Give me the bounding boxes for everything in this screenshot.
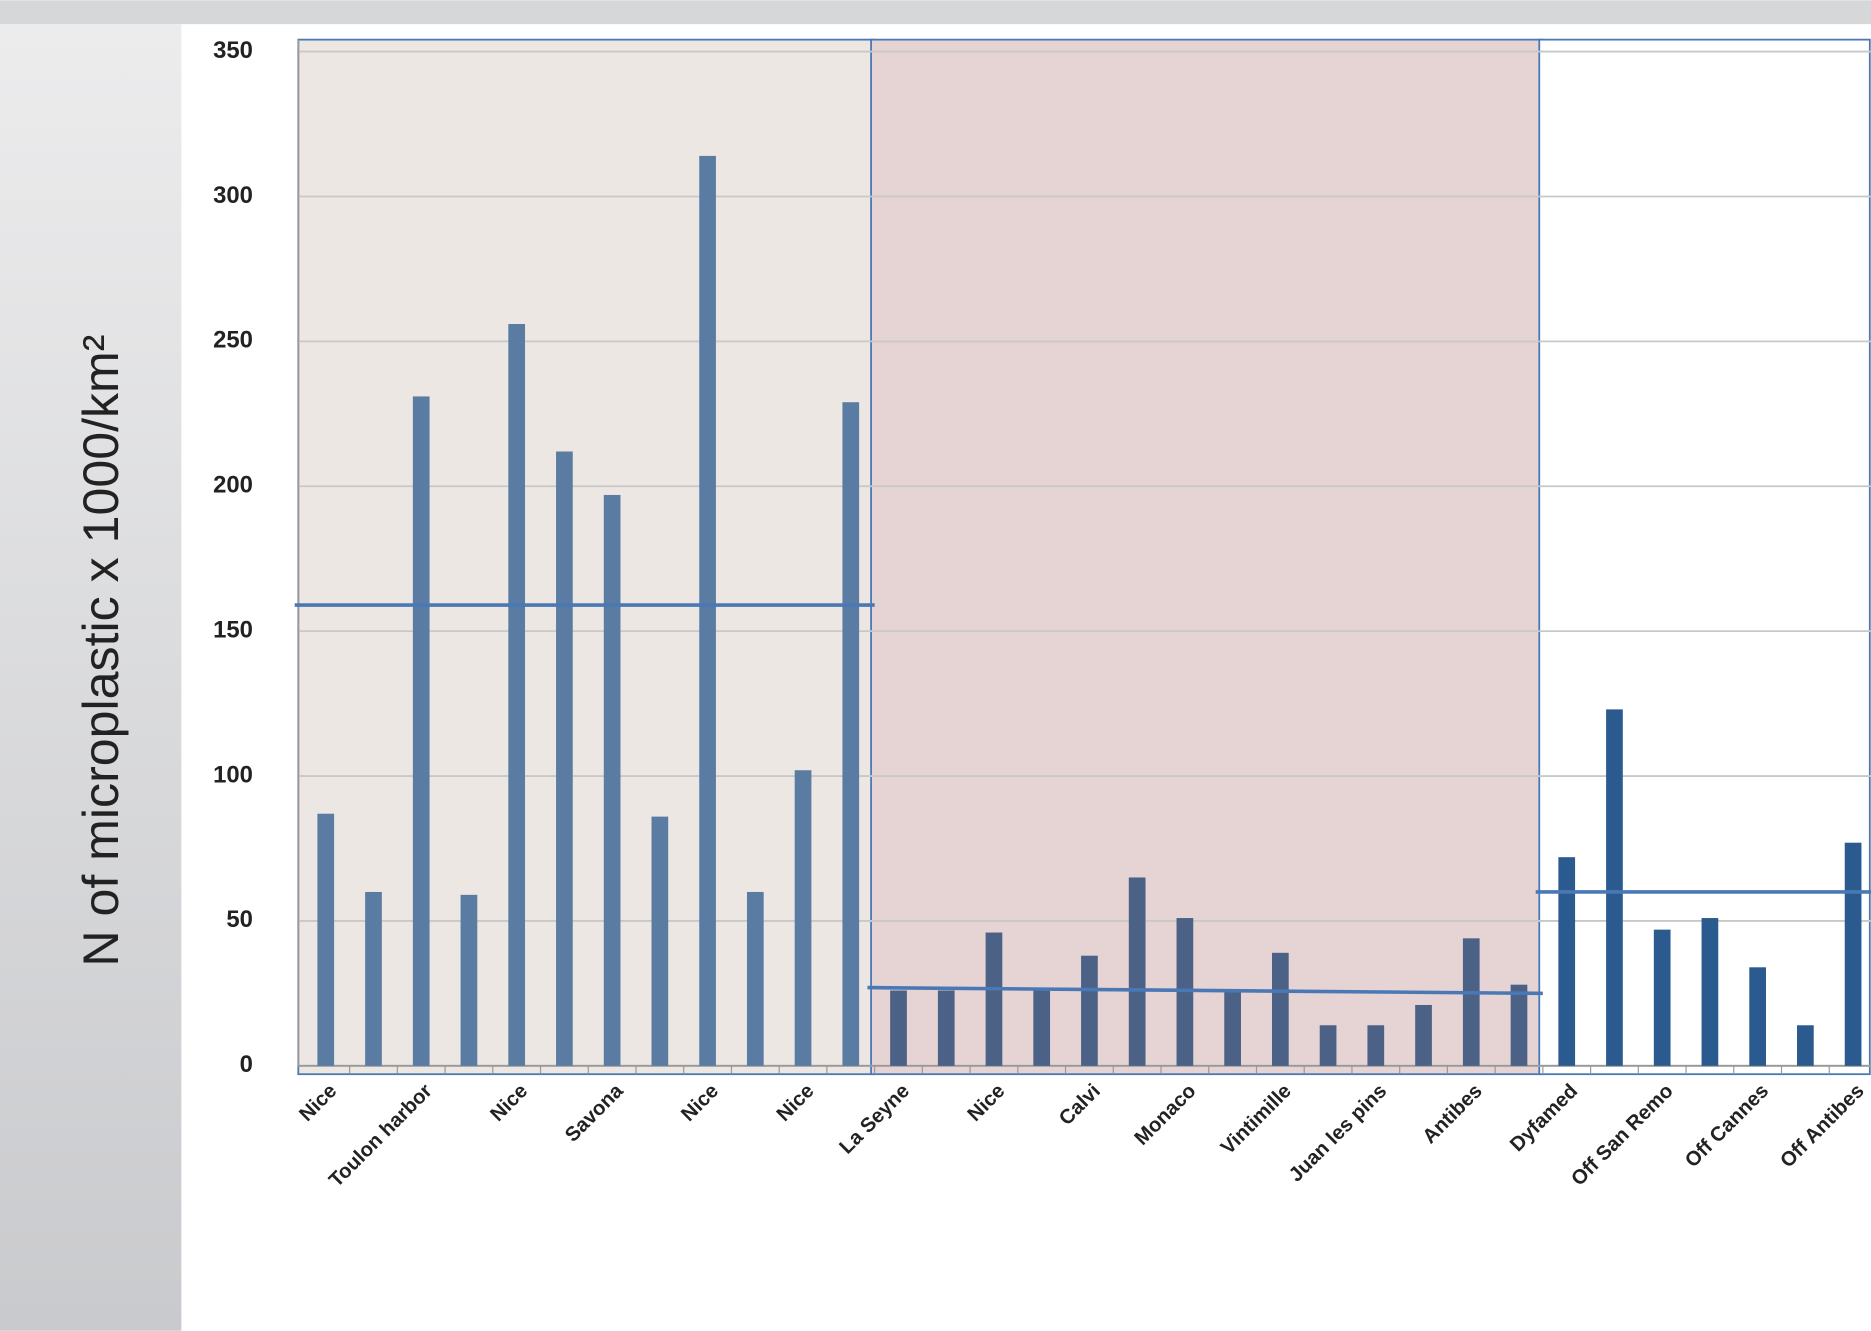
bar	[1653, 929, 1671, 1066]
y-tick-label: 250	[213, 327, 253, 354]
bar	[317, 813, 335, 1066]
x-tick-label: Off Antibes	[1776, 1080, 1868, 1172]
y-tick-label: 100	[213, 761, 253, 788]
bar	[603, 494, 621, 1066]
bar	[985, 932, 1003, 1066]
bar	[1271, 952, 1289, 1066]
bar	[937, 990, 955, 1066]
x-tick-label: Juan les pins	[1285, 1080, 1391, 1186]
bar	[1797, 1025, 1814, 1066]
x-tick-label: Nice	[486, 1080, 532, 1126]
x-tick-label: La Seyne	[835, 1080, 913, 1158]
bar	[460, 894, 478, 1066]
x-tick-label: Monaco	[1131, 1080, 1201, 1150]
x-tick-label: Off San Remo	[1567, 1080, 1677, 1190]
bar	[1844, 842, 1862, 1066]
bar	[1081, 955, 1098, 1066]
bar	[1701, 918, 1719, 1066]
x-tick-label: Vintimille	[1217, 1080, 1296, 1159]
bar	[1415, 1004, 1432, 1066]
bar	[365, 891, 382, 1066]
group-panel	[1538, 38, 1871, 1076]
y-axis-label: N of microplastic x 1000/km²	[73, 335, 129, 967]
bar	[412, 396, 430, 1066]
bar	[1558, 857, 1576, 1066]
mean-line	[867, 985, 1543, 996]
top-band	[0, 0, 1871, 25]
x-tick-label: Dyfamed	[1506, 1080, 1582, 1156]
bar	[1606, 709, 1623, 1066]
x-tick-label: Antibes	[1419, 1080, 1487, 1148]
bar	[1224, 990, 1241, 1066]
bar	[1510, 984, 1528, 1066]
y-tick-label: 300	[213, 182, 253, 209]
y-tick-label: 0	[240, 1051, 253, 1078]
y-tick-label: 50	[226, 906, 253, 933]
group-panel	[870, 38, 1544, 1076]
x-tick-label: Nice	[773, 1080, 819, 1126]
bar	[699, 155, 716, 1066]
bar	[890, 990, 907, 1066]
x-tick-label: Nice	[964, 1080, 1010, 1126]
bar	[1033, 987, 1051, 1066]
bar	[508, 323, 526, 1066]
x-tick-label: Nice	[295, 1080, 341, 1126]
x-tick-label: Off Cannes	[1681, 1080, 1773, 1172]
x-tick-label: Toulon harbor	[325, 1080, 437, 1192]
x-tick-label: Calvi	[1055, 1080, 1105, 1130]
group-panel	[297, 38, 876, 1076]
bar	[1128, 877, 1146, 1066]
side-panel	[0, 24, 182, 1331]
bar	[651, 816, 669, 1066]
bar	[1462, 938, 1480, 1066]
y-tick-label: 200	[213, 472, 253, 499]
bar	[746, 891, 764, 1066]
bar	[1319, 1025, 1337, 1066]
y-tick-label: 150	[213, 616, 253, 643]
bar	[842, 402, 860, 1066]
x-tick-label: Nice	[677, 1080, 723, 1126]
bar	[1367, 1025, 1385, 1066]
bar	[556, 451, 573, 1066]
bar	[1749, 967, 1766, 1066]
bar	[794, 770, 812, 1066]
x-tick-label: Savona	[561, 1080, 628, 1147]
y-tick-label: 350	[213, 37, 253, 64]
